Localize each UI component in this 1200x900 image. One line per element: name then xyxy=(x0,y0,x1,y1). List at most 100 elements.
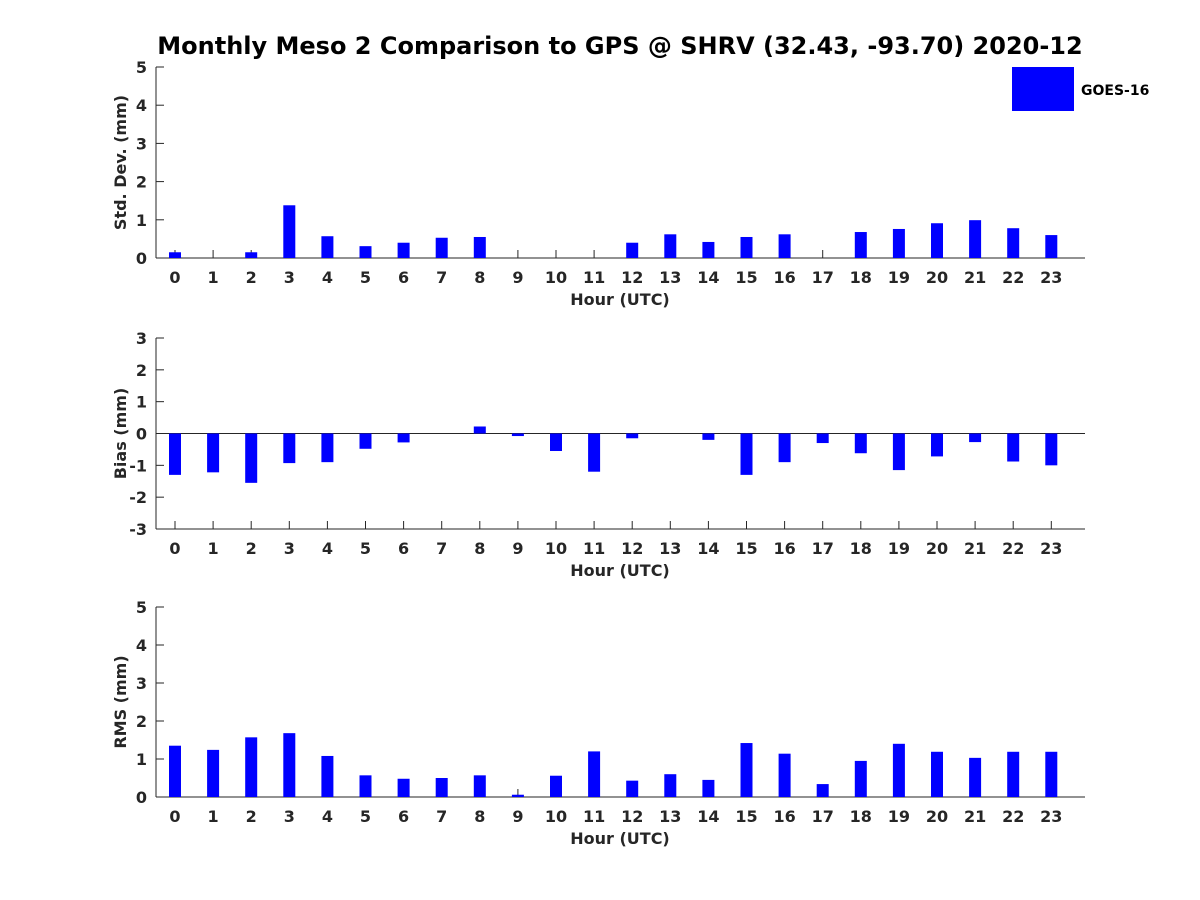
bar-hour-18 xyxy=(854,232,867,258)
bar-hour-6 xyxy=(397,433,410,443)
x-tick-label: 6 xyxy=(398,268,409,287)
bar-hour-4 xyxy=(321,433,334,463)
bar-hour-21 xyxy=(969,433,982,443)
x-tick-label: 6 xyxy=(398,807,409,826)
bar-hour-20 xyxy=(931,433,943,457)
x-tick-label: 0 xyxy=(169,268,180,287)
y-tick-label: 4 xyxy=(136,96,147,115)
x-tick-label: 7 xyxy=(436,539,447,558)
x-tick-label: 10 xyxy=(545,539,567,558)
x-tick-label: 14 xyxy=(697,539,719,558)
bar-hour-11 xyxy=(588,433,601,472)
x-tick-label: 21 xyxy=(964,807,986,826)
bar-hour-18 xyxy=(854,760,867,797)
bar-hour-16 xyxy=(778,433,791,463)
bar-hour-22 xyxy=(1007,433,1020,462)
x-tick-label: 22 xyxy=(1002,268,1024,287)
x-tick-label: 21 xyxy=(964,268,986,287)
bar-hour-20 xyxy=(931,751,943,797)
bar-hour-21 xyxy=(969,757,982,797)
x-tick-label: 8 xyxy=(474,807,485,826)
bar-hour-16 xyxy=(778,753,791,797)
x-tick-label: 11 xyxy=(583,539,605,558)
x-tick-label: 13 xyxy=(659,268,681,287)
y-tick-label: 5 xyxy=(136,598,147,617)
bar-hour-0 xyxy=(169,433,181,475)
bar-hour-6 xyxy=(397,778,410,797)
x-tick-label: 17 xyxy=(812,268,834,287)
y-tick-label: 3 xyxy=(136,329,147,348)
x-tick-label: 20 xyxy=(926,539,948,558)
bar-hour-13 xyxy=(664,234,677,258)
x-tick-label: 10 xyxy=(545,807,567,826)
bar-hour-19 xyxy=(892,228,905,258)
bar-hour-10 xyxy=(550,775,562,797)
y-tick-label: 0 xyxy=(136,249,147,268)
bar-hour-19 xyxy=(892,743,905,797)
y-tick-label: -3 xyxy=(129,520,147,539)
x-tick-label: 14 xyxy=(697,268,719,287)
bar-hour-13 xyxy=(664,774,677,797)
y-axis-label: RMS (mm) xyxy=(111,655,130,748)
bar-hour-3 xyxy=(283,733,296,797)
bar-hour-17 xyxy=(816,433,829,444)
bar-hour-18 xyxy=(854,433,867,454)
legend-label: GOES-16 xyxy=(1081,83,1149,99)
chart-title: Monthly Meso 2 Comparison to GPS @ SHRV … xyxy=(157,32,1082,60)
y-tick-label: 1 xyxy=(136,211,147,230)
x-tick-label: 9 xyxy=(512,807,523,826)
x-tick-label: 6 xyxy=(398,539,409,558)
y-tick-label: 0 xyxy=(136,425,147,444)
y-tick-label: 3 xyxy=(136,134,147,153)
x-tick-label: 13 xyxy=(659,807,681,826)
x-tick-label: 3 xyxy=(284,807,295,826)
y-axis-label: Bias (mm) xyxy=(111,388,130,480)
bar-hour-6 xyxy=(397,242,410,258)
bar-hour-23 xyxy=(1045,235,1058,258)
y-tick-label: 2 xyxy=(136,173,147,192)
x-tick-label: 4 xyxy=(322,539,333,558)
bar-hour-14 xyxy=(702,241,715,258)
x-axis-label: Hour (UTC) xyxy=(570,290,670,309)
bar-hour-3 xyxy=(283,433,296,464)
x-tick-label: 5 xyxy=(360,539,371,558)
bar-hour-2 xyxy=(245,433,258,483)
bar-hour-15 xyxy=(740,433,753,475)
x-tick-label: 23 xyxy=(1040,539,1062,558)
x-tick-label: 11 xyxy=(583,268,605,287)
x-tick-label: 23 xyxy=(1040,807,1062,826)
x-tick-label: 16 xyxy=(773,807,795,826)
bar-hour-12 xyxy=(626,780,639,797)
y-tick-label: 2 xyxy=(136,361,147,380)
y-tick-label: 1 xyxy=(136,750,147,769)
x-tick-label: 8 xyxy=(474,268,485,287)
x-tick-label: 22 xyxy=(1002,807,1024,826)
bar-hour-1 xyxy=(207,749,220,797)
x-tick-label: 17 xyxy=(812,807,834,826)
y-tick-label: -1 xyxy=(129,456,147,475)
x-tick-label: 5 xyxy=(360,807,371,826)
x-tick-label: 0 xyxy=(169,539,180,558)
x-tick-label: 11 xyxy=(583,807,605,826)
bar-hour-2 xyxy=(245,252,258,258)
x-tick-label: 4 xyxy=(322,807,333,826)
x-tick-label: 9 xyxy=(512,268,523,287)
bar-hour-19 xyxy=(892,433,905,471)
bar-hour-15 xyxy=(740,236,753,258)
bar-hour-22 xyxy=(1007,228,1020,258)
x-tick-label: 12 xyxy=(621,807,643,826)
bar-hour-21 xyxy=(969,220,982,258)
bar-hour-1 xyxy=(207,433,220,473)
bar-hour-22 xyxy=(1007,751,1020,797)
y-tick-label: 2 xyxy=(136,712,147,731)
bar-hour-0 xyxy=(169,745,181,797)
bar-hour-20 xyxy=(931,223,943,258)
x-tick-label: 19 xyxy=(888,268,910,287)
x-tick-label: 15 xyxy=(735,268,757,287)
y-tick-label: 5 xyxy=(136,58,147,77)
x-tick-label: 12 xyxy=(621,268,643,287)
bar-hour-7 xyxy=(435,237,448,258)
x-tick-label: 16 xyxy=(773,268,795,287)
